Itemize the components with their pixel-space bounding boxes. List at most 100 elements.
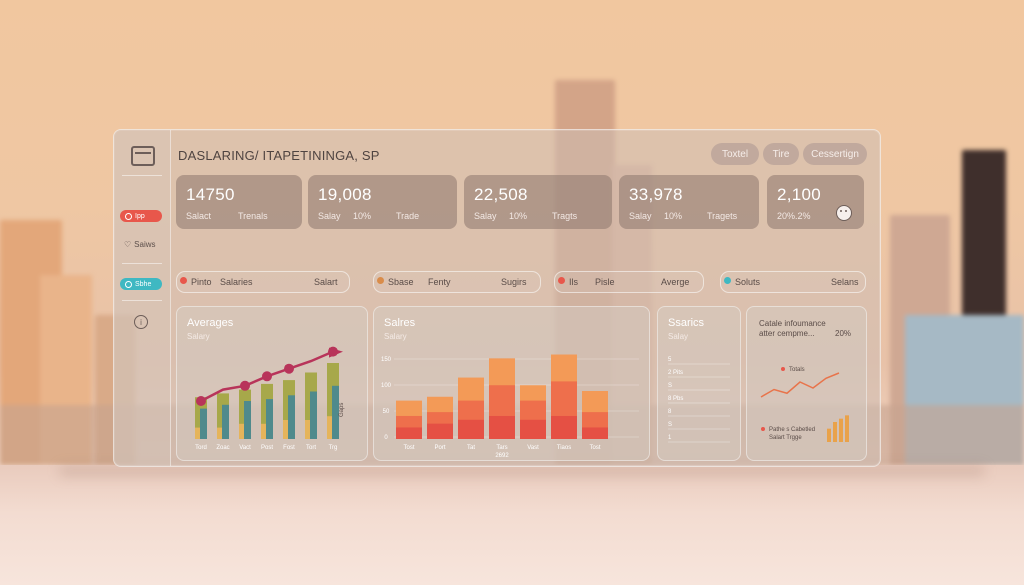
x-tick-label: Tort <box>306 445 316 451</box>
legend-label: Pathe s Cabetled <box>769 427 815 433</box>
bar-b <box>200 408 207 439</box>
sidebar-item[interactable]: ♡ Saiws <box>124 240 156 249</box>
x-tick-label: Tat <box>467 445 475 451</box>
bar-c <box>327 416 332 439</box>
y-tick-label: 0 <box>384 435 388 441</box>
y-tick-label: 5 <box>668 357 672 363</box>
mini-bar <box>845 415 849 442</box>
x-tick-label: Port <box>434 445 445 451</box>
y-tick-label: 1 <box>668 435 672 441</box>
bar-b <box>266 399 273 439</box>
x-tick-label: Fost <box>283 445 295 451</box>
sidebar: Ipp ♡ Saiws Sbhe i <box>114 130 171 466</box>
x-tick-label: Tiaos <box>557 445 571 451</box>
x-tick-label: Tost <box>403 445 414 451</box>
kpi-card-4[interactable]: 33,978 Salay 10% Tragets <box>619 175 759 229</box>
info-chart: Totals Pathe s Cabetled Salart Trgge <box>760 367 849 442</box>
floor <box>0 465 1024 585</box>
window-icon[interactable] <box>131 146 155 166</box>
salaries-chart: 150 100 50 0 Tost Port Tat Tars Vast Tiaos Tost 269… <box>381 354 639 459</box>
bar-b <box>244 401 251 439</box>
side-label: Gaps <box>339 403 345 417</box>
filter-chip-1[interactable]: Pinto Salaries Salart <box>176 271 350 293</box>
bar-c <box>195 427 200 439</box>
y-tick-label: 150 <box>381 357 392 363</box>
bar-c <box>261 423 266 439</box>
trend-point <box>262 371 272 382</box>
bar-c <box>283 420 288 439</box>
bar-b <box>288 395 295 439</box>
x-tick-label: Vact <box>239 445 251 451</box>
y-tick-label: 50 <box>383 409 390 415</box>
x-tick-label: Trg <box>329 445 338 451</box>
x-tick-label: Vast <box>527 445 539 451</box>
bar <box>582 427 608 439</box>
kpi-card-5[interactable]: 2,100 20%.2% <box>767 175 864 229</box>
kpi-card-2[interactable]: 19,008 Salay 10% Trade <box>308 175 457 229</box>
bar-b <box>332 385 339 439</box>
trend-point <box>240 380 250 391</box>
dashboard-panel: Ipp ♡ Saiws Sbhe i DASLARING/ ITAPETININ… <box>113 129 881 467</box>
bar <box>458 419 484 439</box>
chart-card-salaries: Salres Salary 150 100 50 0 Tost Port Tat Tars Va… <box>373 306 650 461</box>
bar-c <box>217 427 222 439</box>
x-tick-label: Tord <box>195 445 207 451</box>
mini-bar <box>839 418 843 442</box>
bar <box>489 415 515 439</box>
x-tick-label: Zoac <box>216 445 229 451</box>
y-tick-label: 100 <box>381 383 392 389</box>
x-tick-label: Tost <box>589 445 600 451</box>
mini-bar <box>833 422 837 442</box>
chart-card-averages: Averages Salary Tord Zoac Vact Post Fost Tort… <box>176 306 368 461</box>
bar <box>396 427 422 439</box>
bar-c <box>305 420 310 439</box>
trend-arrow <box>329 347 343 358</box>
trend-line <box>760 372 840 398</box>
header-button-1[interactable]: Toxtel <box>711 143 759 165</box>
bar-c <box>239 423 244 439</box>
header-button-3[interactable]: Cessertign <box>803 143 867 165</box>
filter-chip-4[interactable]: Soluts Selans <box>720 271 866 293</box>
kpi-card-3[interactable]: 22,508 Salay 10% Tragts <box>464 175 612 229</box>
kpi-card-1[interactable]: 14750 Salact Trenals <box>176 175 302 229</box>
legend-dot <box>781 367 785 371</box>
filter-dot-icon <box>724 277 731 284</box>
record-icon <box>125 212 132 220</box>
legend-label: Totals <box>789 367 805 373</box>
y-tick-label: 2 Pits <box>668 370 683 376</box>
filter-dot-icon <box>558 277 565 284</box>
bar-b <box>310 391 317 439</box>
header-button-2[interactable]: Tire <box>763 143 799 165</box>
shield-icon: ♡ <box>124 240 132 249</box>
x-tick-label: Tars <box>496 445 507 451</box>
filter-dot-icon <box>180 277 187 284</box>
info-icon[interactable]: i <box>134 315 148 329</box>
x-extra-label: 2692 <box>495 453 509 459</box>
bar <box>551 415 577 439</box>
record-icon <box>125 280 132 288</box>
y-tick-label: 8 <box>668 409 672 415</box>
y-tick-label: 8 Pbs <box>668 396 683 402</box>
chart-card-info: Catale infoumance atter cempme... 20% To… <box>746 306 867 461</box>
trend-point <box>196 396 206 406</box>
bar <box>427 423 453 439</box>
sidebar-pill-secondary[interactable]: Sbhe <box>120 278 162 290</box>
averages-chart: Tord Zoac Vact Post Fost Tort Trg Gaps <box>195 346 345 451</box>
mini-bar <box>827 428 831 442</box>
y-tick-label: S <box>668 383 672 389</box>
filter-chip-2[interactable]: Sbase Fenty Sugirs <box>373 271 541 293</box>
avatar-icon <box>836 205 852 221</box>
y-tick-label: S <box>668 422 672 428</box>
filter-chip-3[interactable]: Ils Pisle Averge <box>554 271 704 293</box>
sidebar-pill-primary[interactable]: Ipp <box>120 210 162 222</box>
searics-chart: 5 2 Pits S 8 Pbs 8 S 1 <box>668 357 730 443</box>
filter-dot-icon <box>377 277 384 284</box>
legend-label: Salart Trgge <box>769 435 802 441</box>
bar <box>520 419 546 439</box>
trend-point <box>284 363 294 374</box>
legend-dot <box>761 427 765 431</box>
x-tick-label: Post <box>261 445 273 451</box>
page-title: DASLARING/ ITAPETININGA, SP <box>178 148 380 163</box>
bar-b <box>222 404 229 439</box>
